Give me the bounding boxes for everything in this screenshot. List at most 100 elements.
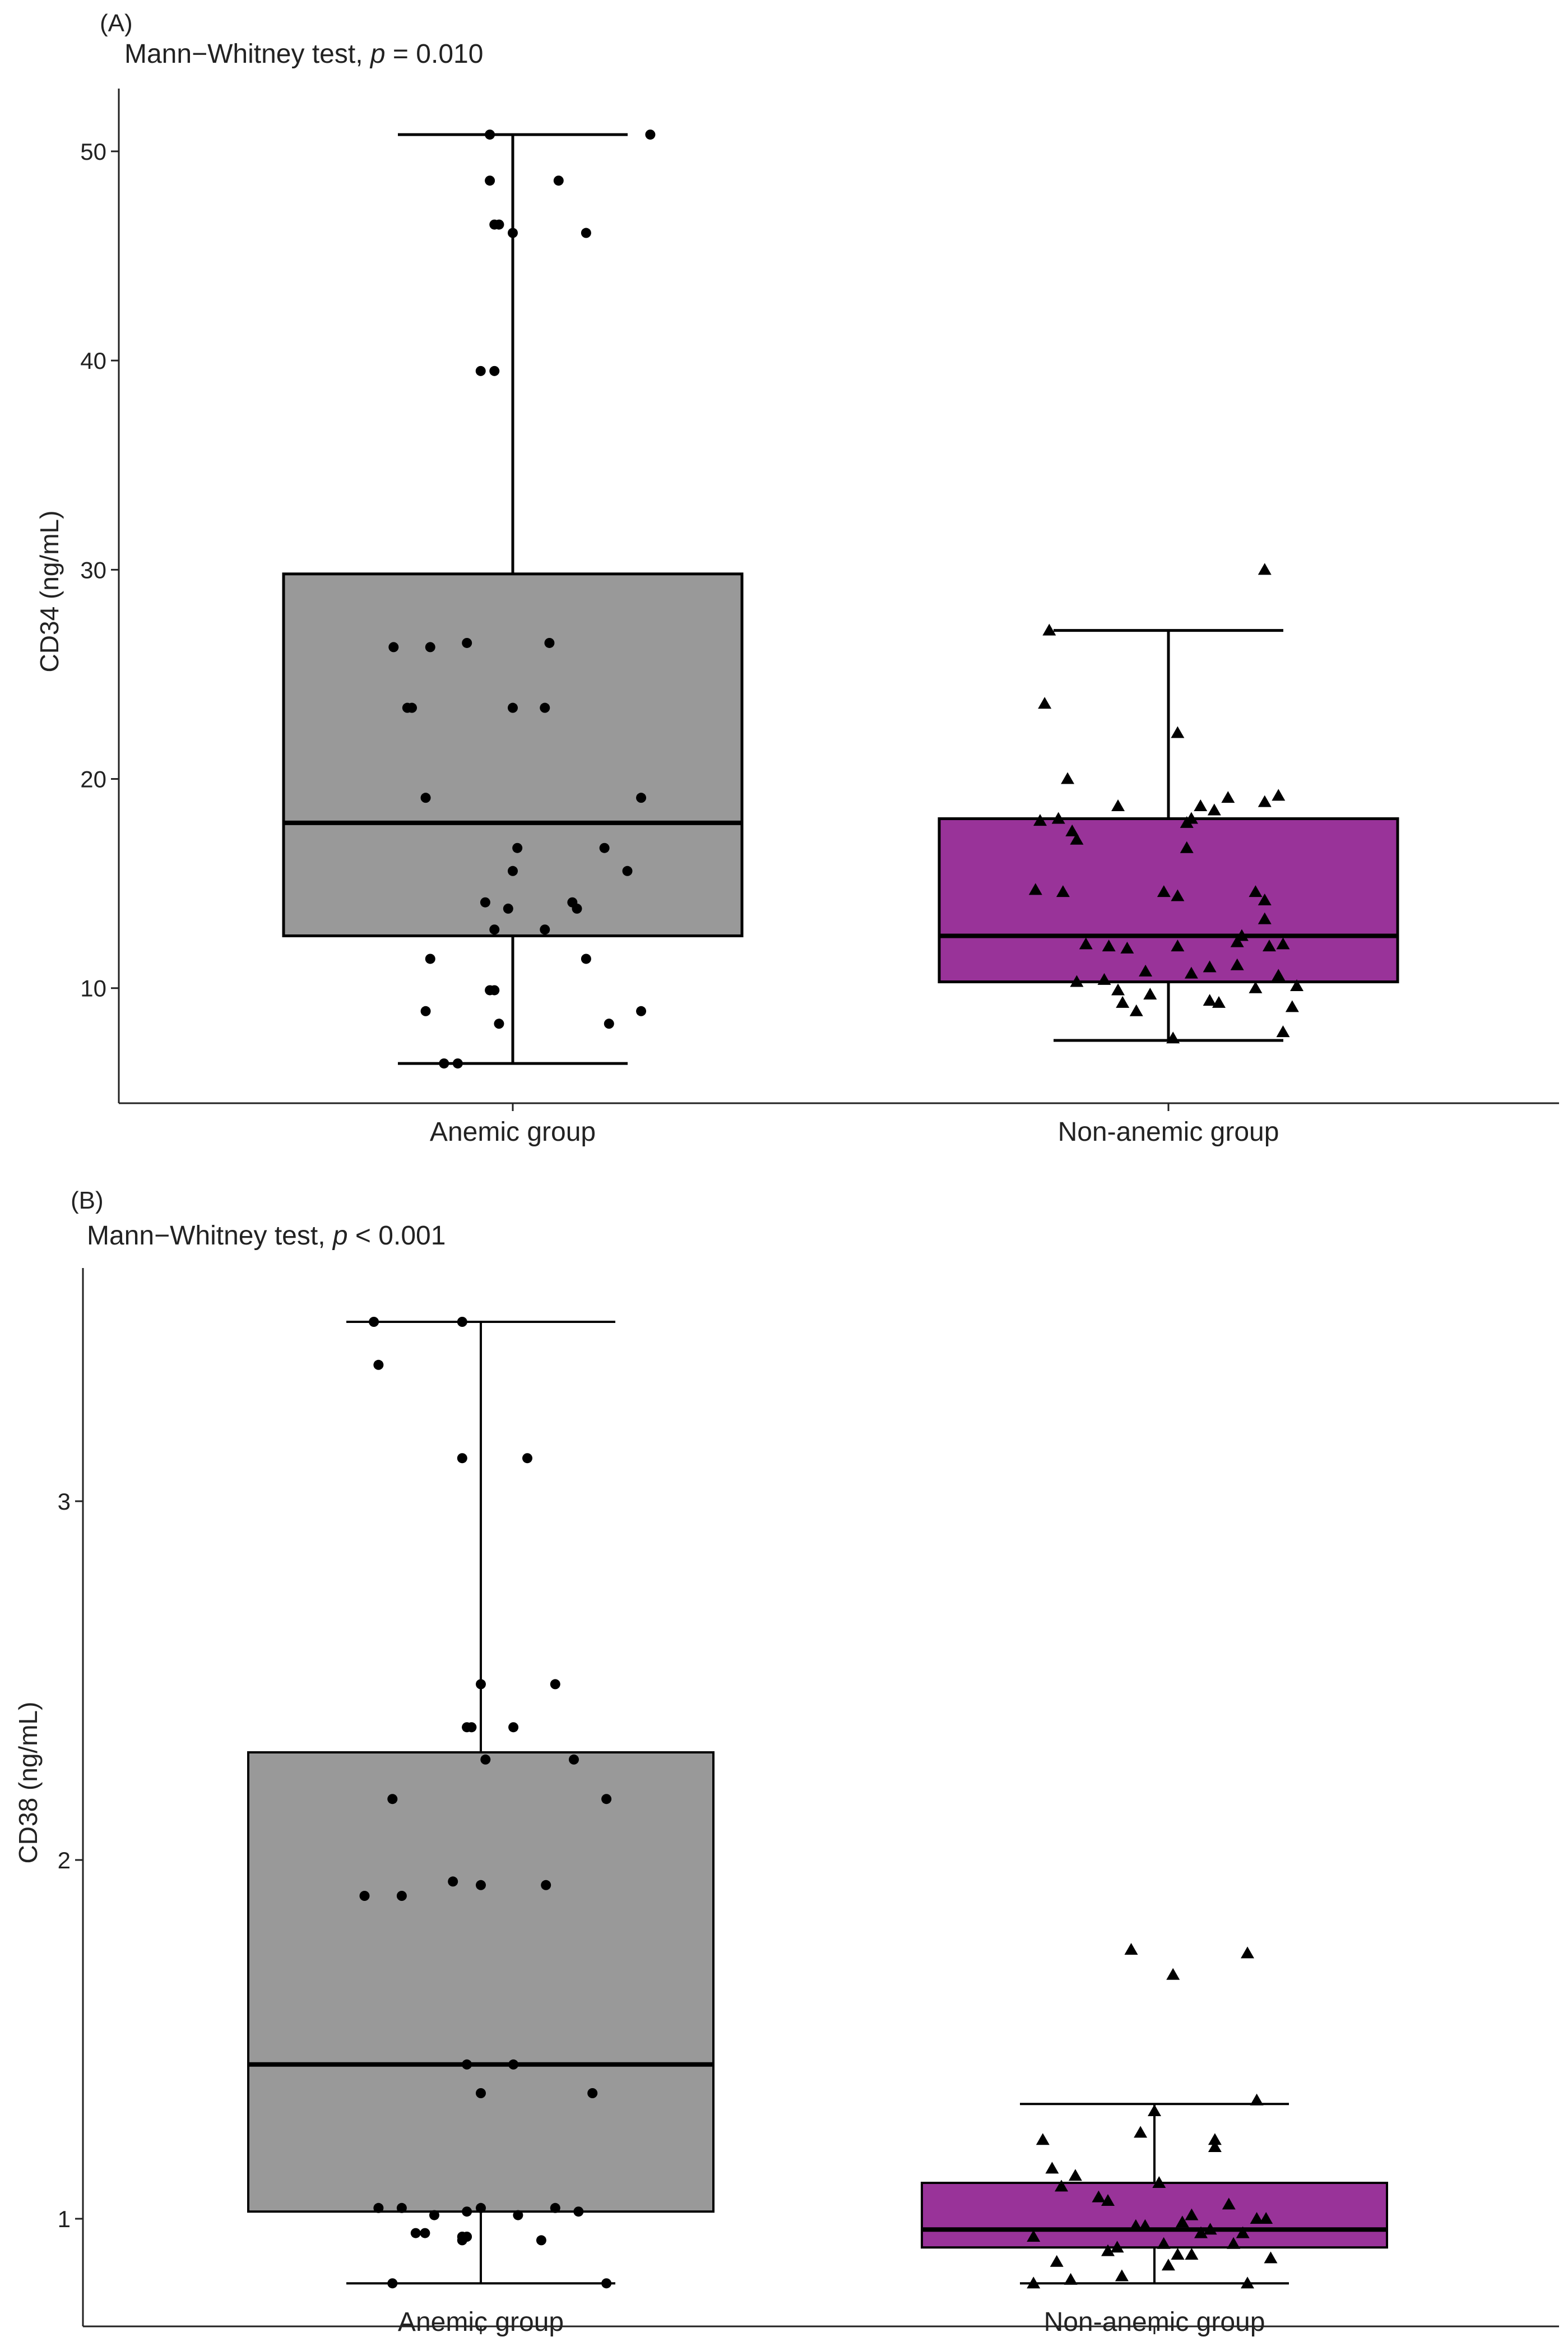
data-point-circle — [425, 954, 435, 964]
data-point-circle — [462, 2059, 472, 2070]
data-point-triangle — [1241, 2276, 1254, 2289]
data-point-triangle — [1249, 885, 1263, 897]
data-point-circle — [489, 219, 500, 230]
data-point-triangle — [1230, 958, 1244, 970]
data-point-triangle — [1262, 940, 1276, 952]
data-point-triangle — [1033, 814, 1047, 826]
data-point-circle — [544, 637, 555, 648]
panel-a-y-axis-title: CD34 (ng/mL) — [35, 511, 64, 673]
y-tick-label: 2 — [58, 1847, 71, 1873]
data-point-circle — [475, 365, 486, 376]
data-point-circle — [587, 2088, 598, 2098]
data-point-circle — [508, 1722, 519, 1733]
data-point-circle — [480, 897, 490, 908]
data-point-circle — [645, 129, 656, 140]
data-point-circle — [508, 702, 518, 713]
data-point-triangle — [1042, 623, 1056, 636]
y-tick-label: 1 — [58, 2206, 71, 2232]
data-point-circle — [489, 985, 500, 996]
data-point-triangle — [1203, 960, 1217, 973]
data-point-circle — [462, 2206, 472, 2217]
data-point-circle — [508, 866, 518, 876]
data-point-circle — [553, 175, 564, 186]
data-point-circle — [494, 1019, 504, 1029]
y-tick-label: 50 — [80, 138, 106, 165]
data-point-triangle — [1101, 2244, 1115, 2256]
data-point-circle — [508, 2059, 519, 2070]
data-point-triangle — [1235, 929, 1249, 941]
data-point-triangle — [1185, 2248, 1199, 2260]
data-point-circle — [452, 1058, 463, 1069]
data-point-triangle — [1139, 964, 1153, 977]
data-point-triangle — [1064, 2273, 1078, 2285]
data-point-circle — [622, 866, 633, 876]
data-point-triangle — [1070, 975, 1084, 987]
data-point-triangle — [1249, 981, 1263, 993]
data-point-circle — [512, 843, 523, 853]
data-point-triangle — [1290, 979, 1304, 992]
data-point-triangle — [1079, 937, 1093, 950]
data-point-triangle — [1027, 2276, 1041, 2289]
data-point-circle — [489, 924, 500, 935]
plot-area-b: 1 2 3 Anemic group Non-anemic group — [58, 1268, 1559, 2337]
data-point-triangle — [1134, 2126, 1148, 2138]
data-point-circle — [420, 793, 431, 803]
data-point-triangle — [1157, 885, 1171, 897]
data-point-triangle — [1285, 1000, 1299, 1012]
data-point-triangle — [1056, 885, 1070, 897]
data-point-triangle — [1194, 799, 1208, 812]
data-point-circle — [448, 1876, 458, 1887]
data-point-circle — [369, 1317, 379, 1327]
x-tick-label: Anemic group — [398, 2307, 564, 2337]
panel-b-y-axis-title: CD38 (ng/mL) — [13, 1702, 43, 1864]
data-point-circle — [476, 2202, 486, 2213]
y-tick-label: 3 — [58, 1488, 71, 1515]
data-point-triangle — [1120, 941, 1134, 954]
data-point-triangle — [1230, 935, 1244, 947]
data-point-circle — [581, 954, 591, 964]
data-point-circle — [439, 1058, 449, 1069]
data-point-circle — [396, 2202, 407, 2213]
data-point-circle — [457, 1317, 467, 1327]
data-point-circle — [429, 2210, 439, 2220]
data-point-triangle — [1264, 2251, 1278, 2264]
panel-a: (A) Mann−Whitney test, p = 0.010 CD34 (n… — [35, 10, 1559, 1147]
data-point-circle — [601, 2278, 612, 2289]
data-point-triangle — [1116, 996, 1130, 1008]
data-point-triangle — [1124, 1943, 1138, 1955]
data-point-triangle — [1050, 2255, 1064, 2267]
panel-a-tag: (A) — [100, 10, 133, 37]
plot-area-a: 10 20 30 40 50 Anemic group Non-anemic group — [80, 89, 1559, 1147]
data-point-triangle — [1258, 795, 1272, 807]
data-point-circle — [485, 175, 495, 186]
data-point-triangle — [1045, 2162, 1059, 2174]
data-point-triangle — [1171, 2248, 1185, 2260]
data-point-circle — [476, 1880, 486, 1890]
y-tick-label: 30 — [80, 557, 106, 583]
data-point-circle — [503, 903, 513, 914]
x-tick-label: Non-anemic group — [1044, 2307, 1265, 2337]
data-point-triangle — [1171, 889, 1185, 901]
data-point-circle — [387, 1794, 398, 1804]
data-point-triangle — [1272, 789, 1286, 801]
data-point-triangle — [1051, 812, 1065, 824]
data-point-triangle — [1111, 799, 1125, 812]
data-point-triangle — [1171, 940, 1185, 952]
data-point-triangle — [1166, 1968, 1180, 1980]
data-point-triangle — [1250, 2212, 1264, 2224]
data-point-circle — [476, 1679, 486, 1690]
data-point-triangle — [1236, 2226, 1250, 2238]
data-point-triangle — [1061, 772, 1075, 784]
data-point-circle — [540, 924, 550, 935]
data-point-triangle — [1092, 2190, 1106, 2202]
data-point-triangle — [1203, 994, 1217, 1006]
y-tick-label: 20 — [80, 766, 106, 793]
data-point-triangle — [1276, 1025, 1290, 1038]
data-point-triangle — [1184, 966, 1198, 979]
data-point-triangle — [1250, 2093, 1264, 2106]
data-point-triangle — [1203, 2223, 1217, 2235]
data-point-triangle — [1208, 2140, 1222, 2152]
data-point-triangle — [1143, 987, 1157, 1000]
data-point-triangle — [1259, 2212, 1273, 2224]
